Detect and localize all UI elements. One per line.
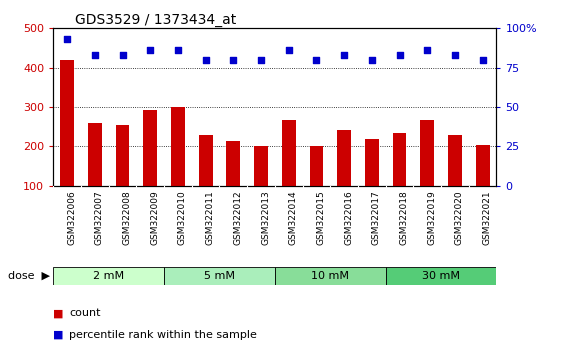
Text: GSM322018: GSM322018 [399,190,408,245]
Bar [275,267,386,285]
Bar [227,141,240,186]
Text: GSM322017: GSM322017 [372,190,381,245]
Text: GDS3529 / 1373434_at: GDS3529 / 1373434_at [75,13,237,27]
Bar [365,139,379,186]
Point [229,57,238,63]
Point [173,47,182,53]
Point [450,52,459,58]
Text: GSM322020: GSM322020 [455,190,464,245]
Text: GSM322013: GSM322013 [261,190,270,245]
Bar [88,123,102,186]
Bar [254,147,268,186]
Text: 10 mM: 10 mM [311,271,350,281]
Point [312,57,321,63]
Text: GSM322014: GSM322014 [289,190,298,245]
Text: 5 mM: 5 mM [204,271,235,281]
Text: ■: ■ [53,308,67,318]
Text: 2 mM: 2 mM [93,271,124,281]
Bar [282,120,296,186]
Point [478,57,487,63]
Text: GSM322007: GSM322007 [95,190,104,245]
Text: percentile rank within the sample: percentile rank within the sample [69,330,257,339]
Text: GSM322016: GSM322016 [344,190,353,245]
Bar [476,145,490,186]
Bar [53,267,164,285]
Text: dose  ▶: dose ▶ [8,271,50,281]
Point [284,47,293,53]
Text: GSM322010: GSM322010 [178,190,187,245]
Bar [393,133,407,186]
Point [146,47,155,53]
Text: GSM322012: GSM322012 [233,190,242,245]
Point [201,57,210,63]
Bar [337,130,351,186]
Point [395,52,404,58]
Text: 30 mM: 30 mM [422,271,460,281]
Text: GSM322006: GSM322006 [67,190,76,245]
Text: GSM322021: GSM322021 [482,190,491,245]
Bar [310,147,323,186]
Text: GSM322015: GSM322015 [316,190,325,245]
Bar [448,135,462,186]
Text: GSM322019: GSM322019 [427,190,436,245]
Point [339,52,348,58]
Point [423,47,432,53]
Bar [143,110,157,186]
Point [367,57,376,63]
Text: ■: ■ [53,330,67,339]
Bar [60,60,74,186]
Point [90,52,99,58]
Point [63,36,72,42]
Text: GSM322008: GSM322008 [122,190,131,245]
Bar [164,267,275,285]
Text: GSM322011: GSM322011 [206,190,215,245]
Bar [199,136,213,186]
Point [118,52,127,58]
Bar [116,125,130,186]
Bar [171,107,185,186]
Bar [420,120,434,186]
Text: count: count [69,308,100,318]
Bar [386,267,496,285]
Point [256,57,265,63]
Text: GSM322009: GSM322009 [150,190,159,245]
